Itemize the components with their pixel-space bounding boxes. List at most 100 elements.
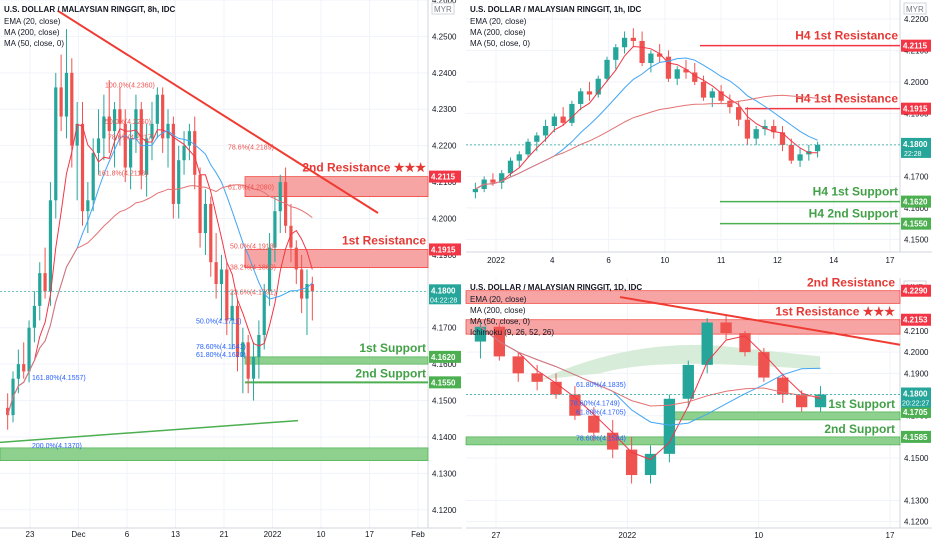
x-tick-label: 2022 [618,531,636,540]
candle-body [692,72,698,82]
y-tick-label: 4.2000 [904,348,929,357]
fib-level-label: 100.0%(4.2360) [105,82,155,89]
candle-body [193,131,197,175]
candle-body [490,179,496,183]
fib-level-label: 50.0%(4.2260) [105,119,151,126]
fib-level-label: 78.6%(4.2217) [108,134,154,141]
indicator-label: EMA (20, close) [4,17,61,26]
h4-support-label: H4 2nd Support [809,207,898,221]
candle-body [235,305,240,357]
resistance-label: 2nd Resistance ★★★ [302,161,426,175]
candle-body [161,94,165,139]
candle-body [762,126,768,130]
ichimoku-cloud [540,344,820,380]
candle-body [736,107,742,120]
plot-area [466,0,900,252]
fib-level-label: 78.60%(4.1749) [570,400,620,407]
candle-body [814,144,821,152]
last-price-tag-bg [901,137,931,158]
h4-level-price-tag-bg [901,195,931,208]
candle-body [289,225,293,248]
candle-body [709,91,715,98]
candle-body [278,182,282,212]
fib-level-label: 61.80%(4.1620) [196,352,246,359]
candle-body [569,103,575,123]
candle-body [219,269,224,285]
indicator-label: EMA (20, close) [470,295,527,304]
zone-price-tag: 4.1915 [431,245,456,254]
candle-body [107,116,111,132]
resistance-label: 1st Resistance [342,233,426,247]
fib-level-label: 50.0%(4.1711) [196,319,241,326]
last-price-tag: 4.1800 [903,390,928,399]
candle-body [310,284,314,292]
candle-body [75,123,79,146]
candle-body [777,377,789,395]
h4-level-price-tag: 4.1550 [903,220,928,229]
candle-body [27,327,31,372]
x-tick-label: 27 [492,531,501,540]
x-tick-label: 10 [754,531,763,540]
zone-price-tag-bg [901,284,931,297]
ma200-line [7,184,313,416]
candle-body [657,53,663,57]
last-price-tag: 4.1800 [903,140,928,149]
candle-body [300,269,304,299]
candle-body [59,87,63,117]
candle-body [630,37,636,41]
candle-body [674,69,680,79]
candle-body [54,87,58,201]
zone-price-tag-bg [429,376,461,389]
fib-level-label: 38.2%(4.1860) [230,264,276,271]
y-tick-label: 4.1600 [904,204,929,213]
last-price-tag: 4.1800 [431,286,456,295]
candle-body [621,37,628,48]
y-tick-label: 4.2400 [432,69,457,78]
x-tick-label: 23 [26,530,35,539]
x-tick-label: 10 [660,256,669,265]
candle-body [177,160,181,204]
x-tick-label: 6 [606,256,611,265]
y-tick-label: 4.1300 [904,496,929,505]
zone-price-tag: 4.2115 [431,173,456,182]
candle-body [795,394,808,408]
candle-body [542,126,549,136]
chart-8h-panel: 4.26004.25004.24004.23004.22004.21004.20… [0,0,462,539]
candle-body [720,322,732,334]
x-tick-label: 11 [717,256,726,265]
candle-body [22,364,26,372]
indicator-label: Ichimoku (9, 26, 52, 26) [470,328,554,337]
chart-title: U.S. DOLLAR / MALAYSIAN RINGGIT, 1D, IDC [470,283,642,292]
y-tick-label: 4.1900 [904,369,929,378]
candle-body [779,132,786,145]
h4-level-price-tag-bg [901,102,931,115]
candle-body [758,352,770,378]
candle-body [16,364,20,379]
candle-body [145,138,149,175]
y-tick-label: 4.1200 [904,518,929,527]
fib-level-label: 61.8%(4.2080) [228,184,274,191]
y-tick-label: 4.1400 [432,433,457,442]
h4-level-price-tag-bg [901,217,931,230]
zone-price-tag-bg [901,313,931,326]
candle-body [578,91,584,104]
candle-body [701,322,713,365]
x-tick-label: 6 [125,530,130,539]
candle-body [294,247,298,270]
h4-level-price-tag: 4.1620 [903,198,928,207]
fib-level-label: 78.60%(4.1641) [196,344,246,351]
candle-body [91,152,95,201]
candle-body [613,47,619,60]
candle-body [86,200,90,212]
candle-body [771,126,777,133]
candle-body [246,342,250,379]
resistance-label: 2nd Resistance [807,276,895,290]
candle-body [38,273,42,306]
candle-body [683,69,689,73]
y-tick-label: 4.2300 [432,105,457,114]
candle-body [43,273,47,292]
zone-price-tag-bg [429,170,461,183]
candle-body [230,305,234,321]
fib-level-label: 61.80%(4.1705) [576,410,626,417]
candle-body [648,53,654,63]
